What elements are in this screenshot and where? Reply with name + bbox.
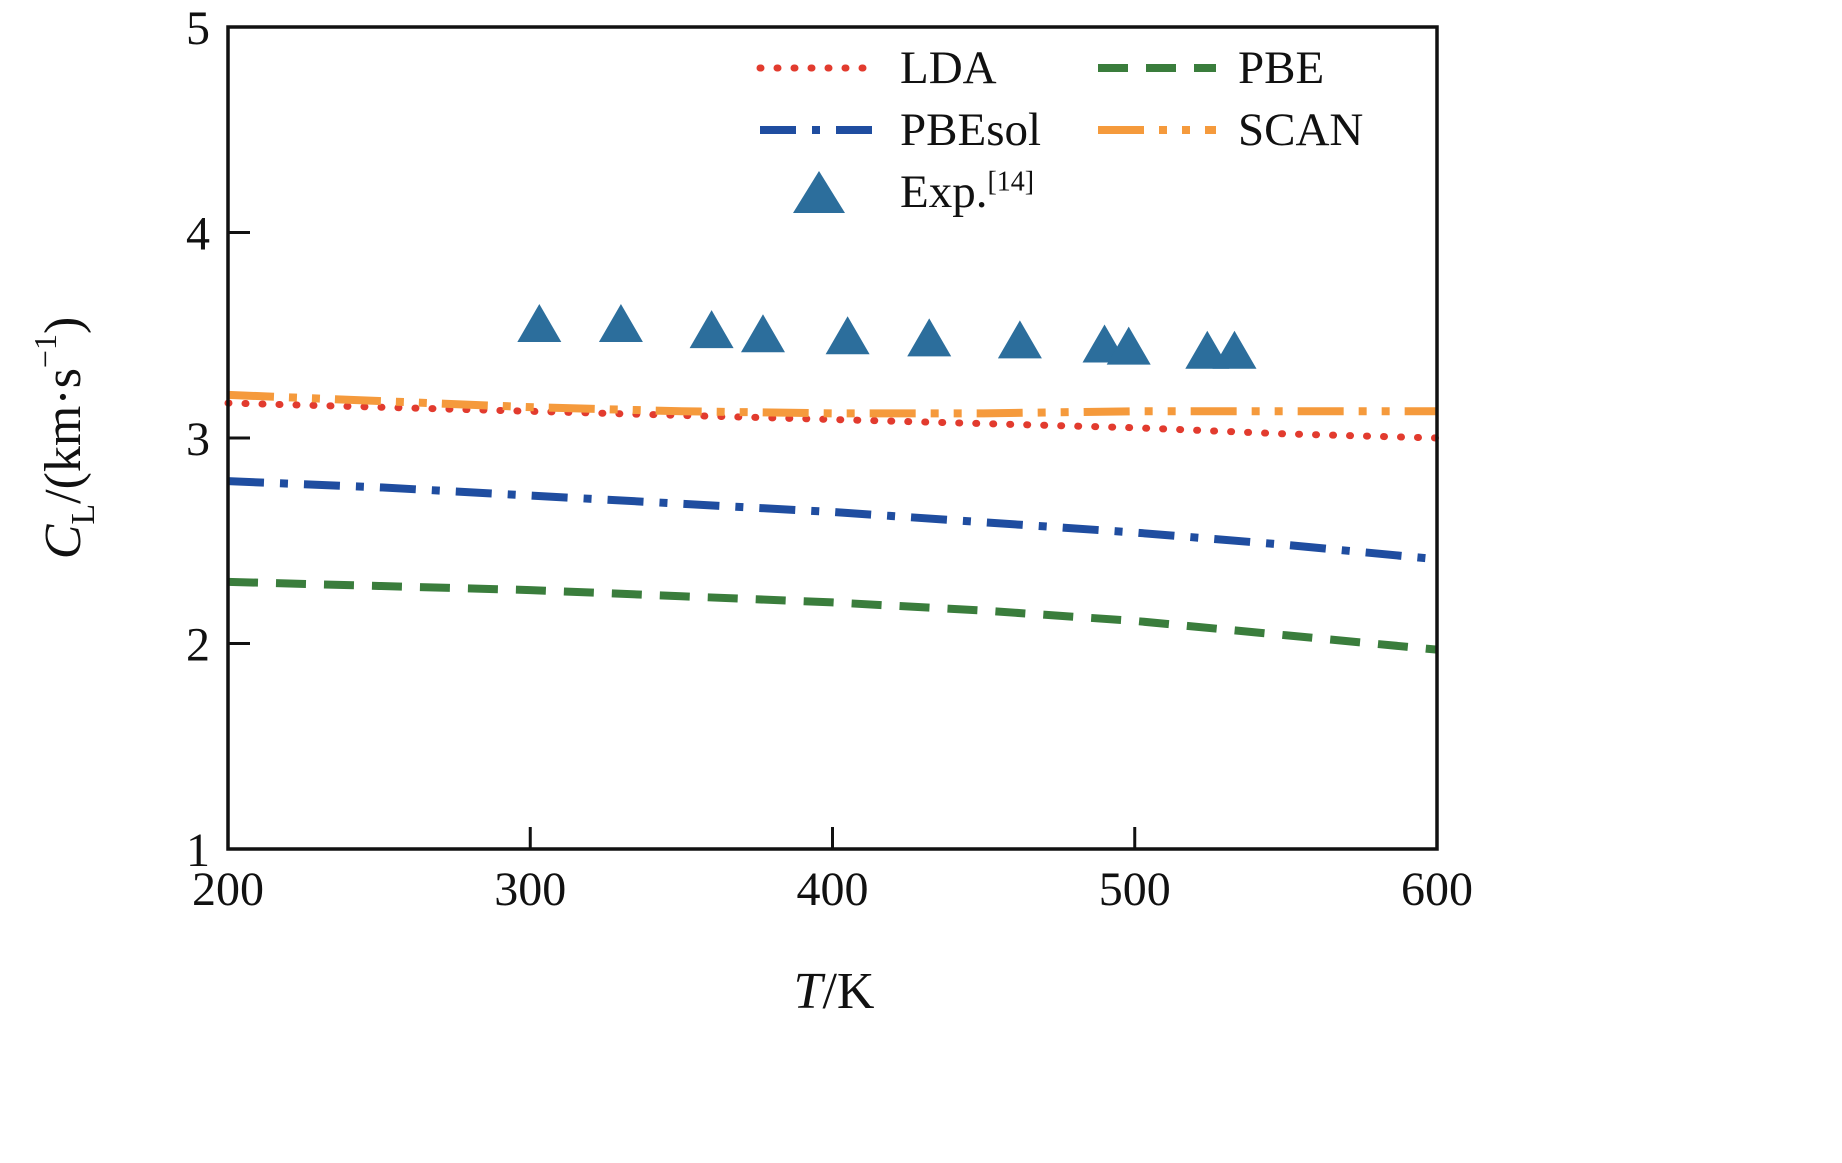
exp-triangle [517,303,562,342]
exp-triangle [825,316,870,355]
series-SCAN [227,390,1437,418]
x-tick-label: 400 [797,863,869,916]
exp-triangle [1212,330,1257,369]
exp-triangle [740,314,785,353]
y-tick-label: 2 [186,619,210,672]
legend-label-lda: LDA [900,41,997,94]
legend-item-scan: SCAN [1094,100,1464,160]
x-tick-label: 200 [192,863,264,916]
exp-triangle [598,303,643,342]
series-LDA [224,399,1441,442]
legend-label-exp: Exp.[14] [900,165,1035,218]
y-tick-label: 1 [186,824,210,877]
x-tick-label: 600 [1401,863,1473,916]
y-axis-label: CL/(km·s−1) [27,317,102,560]
legend-item-exp: Exp.[14] [756,162,1094,222]
legend-item-pbe: PBE [1094,38,1464,98]
exp-triangle [907,318,952,357]
exp-triangle [689,310,734,349]
exp-triangle [1106,326,1151,365]
legend-label-scan: SCAN [1238,103,1364,156]
plot-border [226,25,1439,851]
pbe-line-sample [1098,64,1216,72]
x-tick-label: 500 [1099,863,1171,916]
y-tick-label: 4 [186,208,210,261]
series-PBE [227,577,1438,654]
legend-label-pbesol: PBEsol [900,103,1042,156]
exp-triangle-marker [793,171,845,213]
x-tick-label: 300 [494,863,566,916]
y-tick-label: 5 [186,2,210,55]
x-axis-label: T/K [794,963,875,1020]
y-tick-label: 3 [186,413,210,466]
scan-line-sample [1098,126,1216,134]
series-PBEsol [227,477,1438,564]
legend: LDA PBE PBEsol SCAN Exp.[14] [756,38,1464,222]
legend-item-pbesol: PBEsol [756,100,1094,160]
exp-triangle [997,320,1042,359]
legend-item-lda: LDA [756,38,1094,98]
lda-line-sample [756,64,882,72]
pbesol-line-sample [760,126,878,134]
legend-label-pbe: PBE [1238,41,1325,94]
